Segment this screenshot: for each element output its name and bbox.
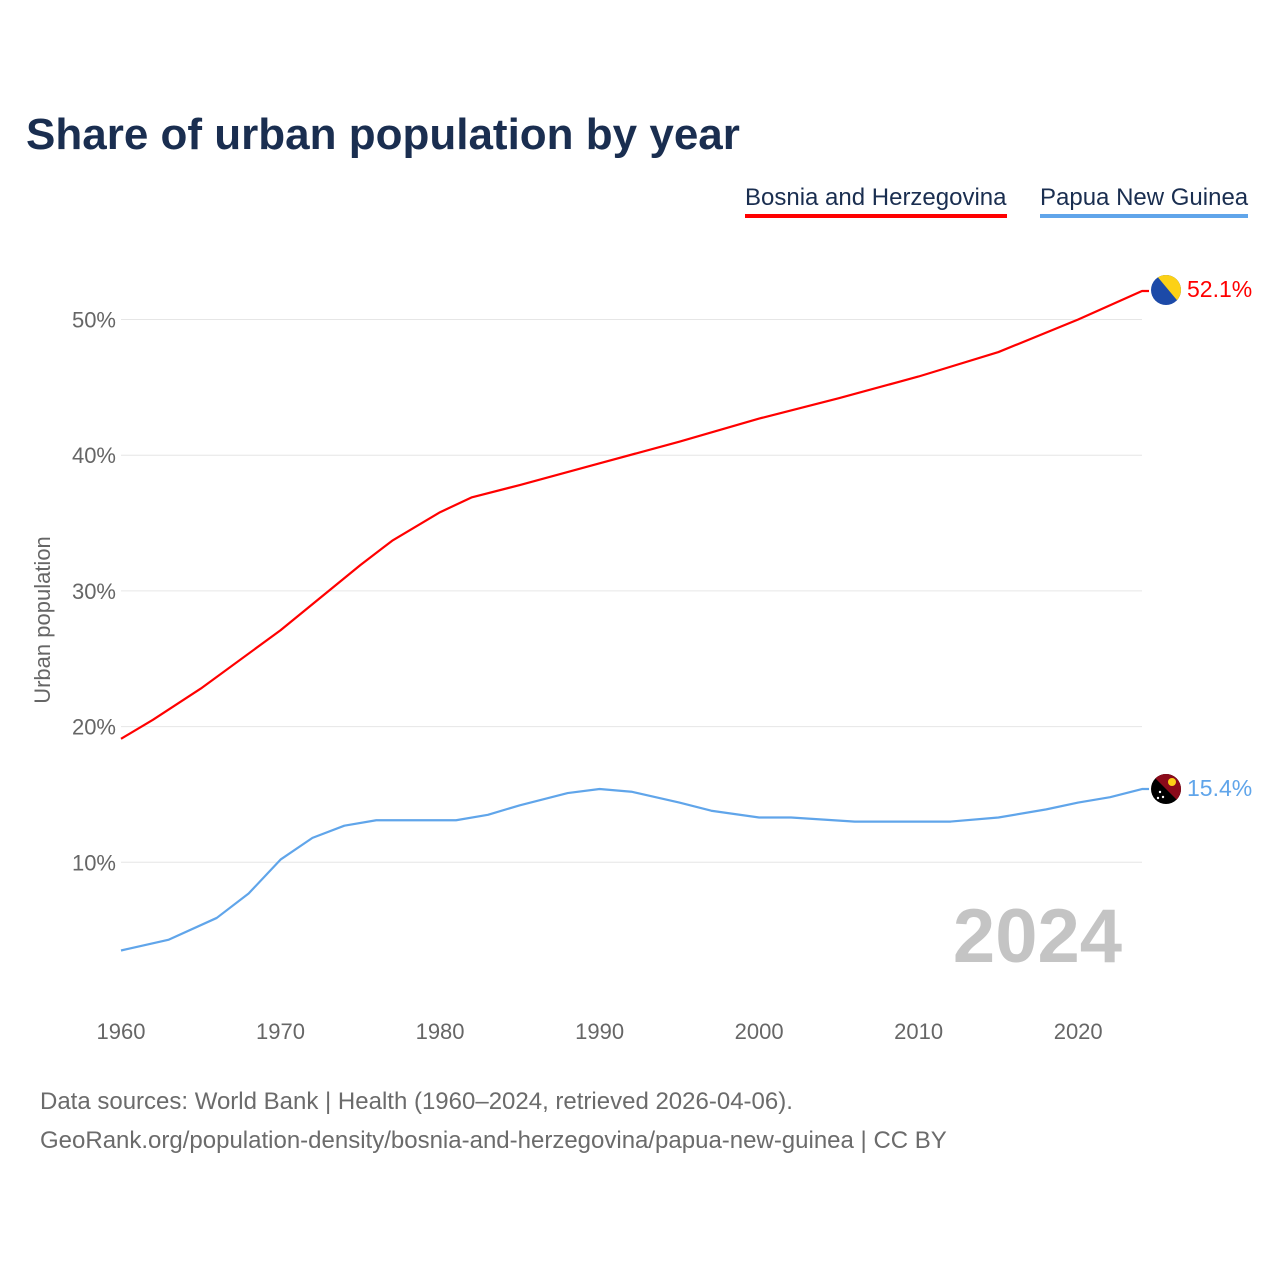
papua-new-guinea-flag-icon bbox=[1151, 774, 1181, 804]
y-tick-label: 20% bbox=[72, 715, 116, 740]
y-tick-label: 40% bbox=[72, 443, 116, 468]
x-tick-label: 1960 bbox=[97, 1019, 146, 1044]
y-tick-label: 50% bbox=[72, 308, 116, 333]
y-tick-label: 10% bbox=[72, 850, 116, 875]
legend-papua-new-guinea[interactable]: Papua New Guinea bbox=[1040, 184, 1249, 218]
y-tick-label: 30% bbox=[72, 579, 116, 604]
x-tick-label: 1970 bbox=[256, 1019, 305, 1044]
chart-title: Share of urban population by year bbox=[26, 110, 740, 159]
year-watermark: 2024 bbox=[953, 894, 1122, 979]
footer-sources: Data sources: World Bank | Health (1960–… bbox=[40, 1088, 793, 1115]
x-tick-label: 2010 bbox=[894, 1019, 943, 1044]
x-tick-label: 2000 bbox=[735, 1019, 784, 1044]
end-label-papua-new-guinea: 15.4% bbox=[1187, 775, 1252, 801]
bosnia-flag-icon bbox=[1151, 275, 1181, 305]
end-label-bosnia: 52.1% bbox=[1187, 276, 1252, 302]
series-line-bosnia bbox=[120, 289, 1149, 740]
series-line-papua-new-guinea bbox=[120, 787, 1149, 952]
x-tick-label: 1990 bbox=[575, 1019, 624, 1044]
x-tick-label: 1980 bbox=[416, 1019, 465, 1044]
footer-link[interactable]: GeoRank.org/population-density/bosnia-an… bbox=[40, 1127, 947, 1154]
legend-bosnia[interactable]: Bosnia and Herzegovina bbox=[745, 184, 1007, 218]
x-tick-label: 2020 bbox=[1054, 1019, 1103, 1044]
y-axis-label: Urban population bbox=[30, 536, 55, 704]
